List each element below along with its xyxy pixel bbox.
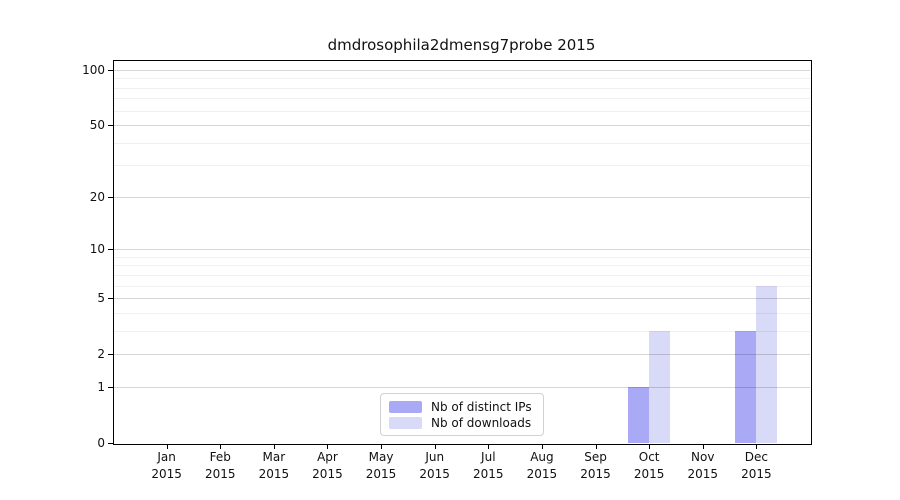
x-tick-month: Jan	[157, 450, 176, 464]
y-tick-mark	[108, 298, 113, 300]
legend-label: Nb of distinct IPs	[431, 400, 532, 414]
legend-item-distinct-ips: Nb of distinct IPs	[389, 399, 535, 415]
y-tick-label: 1	[97, 379, 105, 394]
x-tick-year: 2015	[741, 467, 772, 481]
bar-distinct_ips-oct	[628, 386, 650, 443]
x-tick-label: Dec 2015	[726, 449, 786, 483]
x-tick-month: Dec	[744, 450, 768, 464]
x-tick-label: May 2015	[351, 449, 411, 483]
legend-swatch-distinct-ips	[389, 401, 422, 413]
y-tick-label: 2	[97, 347, 105, 362]
y-tick-label: 100	[82, 63, 105, 77]
x-tick-year: 2015	[365, 467, 397, 481]
x-tick-mark	[327, 444, 329, 449]
x-tick-mark	[595, 444, 597, 449]
legend-item-downloads: Nb of downloads	[389, 415, 535, 431]
x-tick-mark	[381, 444, 383, 449]
x-tick-mark	[488, 444, 490, 449]
x-tick-mark	[541, 444, 543, 449]
x-tick-mark	[273, 444, 275, 449]
x-tick-month: May	[368, 450, 394, 464]
x-tick-year: 2015	[526, 467, 558, 481]
x-tick-label: Feb 2015	[190, 449, 250, 483]
x-tick-year: 2015	[258, 467, 290, 481]
y-tick-label: 20	[89, 189, 105, 204]
x-tick-mark	[702, 444, 704, 449]
x-tick-mark	[756, 444, 758, 449]
x-tick-month: Nov	[691, 450, 715, 464]
x-tick-year: 2015	[312, 467, 343, 481]
y-tick-label: 10	[89, 242, 105, 257]
x-tick-month: Mar	[262, 450, 286, 464]
x-tick-month: Aug	[530, 450, 554, 464]
x-tick-year: 2015	[473, 467, 504, 481]
x-tick-label: Jan 2015	[137, 449, 197, 483]
x-tick-month: Apr	[317, 450, 338, 464]
x-tick-label: Apr 2015	[297, 449, 357, 483]
legend-label: Nb of downloads	[431, 416, 532, 430]
x-tick-mark	[649, 444, 651, 449]
x-tick-year: 2015	[687, 467, 719, 481]
y-tick-mark	[108, 125, 113, 127]
x-tick-label: Jun 2015	[405, 449, 465, 483]
x-tick-month: Jul	[481, 450, 496, 464]
x-tick-label: Nov 2015	[673, 449, 733, 483]
chart-title: dmdrosophila2dmensg7probe 2015	[327, 36, 596, 54]
x-tick-mark	[434, 444, 436, 449]
y-tick-mark	[108, 249, 113, 251]
bar-distinct_ips-dec	[735, 330, 757, 443]
y-tick-mark	[108, 443, 113, 444]
x-tick-label: Aug 2015	[512, 449, 572, 483]
x-tick-month: Feb	[209, 450, 231, 464]
x-tick-year: 2015	[151, 467, 182, 481]
plot-area	[113, 60, 812, 445]
y-tick-label: 5	[97, 291, 105, 306]
y-tick-label: 0	[97, 436, 105, 450]
x-tick-mark	[166, 444, 168, 449]
x-tick-mark	[220, 444, 222, 449]
x-tick-label: Oct 2015	[619, 449, 679, 483]
bar-downloads-dec	[756, 285, 778, 443]
x-tick-label: Sep 2015	[566, 449, 626, 483]
y-tick-mark	[108, 196, 113, 198]
legend: Nb of distinct IPs Nb of downloads	[380, 393, 544, 436]
bar-downloads-oct	[649, 330, 671, 443]
x-tick-year: 2015	[633, 467, 665, 481]
x-tick-month: Sep	[584, 450, 607, 464]
x-tick-year: 2015	[580, 467, 611, 481]
x-tick-label: Mar 2015	[244, 449, 304, 483]
x-tick-year: 2015	[204, 467, 236, 481]
y-tick-mark	[108, 386, 113, 388]
x-tick-year: 2015	[419, 467, 450, 481]
y-tick-mark	[108, 70, 113, 71]
legend-swatch-downloads	[389, 417, 422, 429]
y-tick-mark	[108, 354, 113, 356]
x-tick-month: Oct	[638, 450, 660, 464]
x-tick-label: Jul 2015	[458, 449, 518, 483]
y-tick-label: 50	[89, 118, 105, 133]
x-tick-month: Jun	[425, 450, 445, 464]
